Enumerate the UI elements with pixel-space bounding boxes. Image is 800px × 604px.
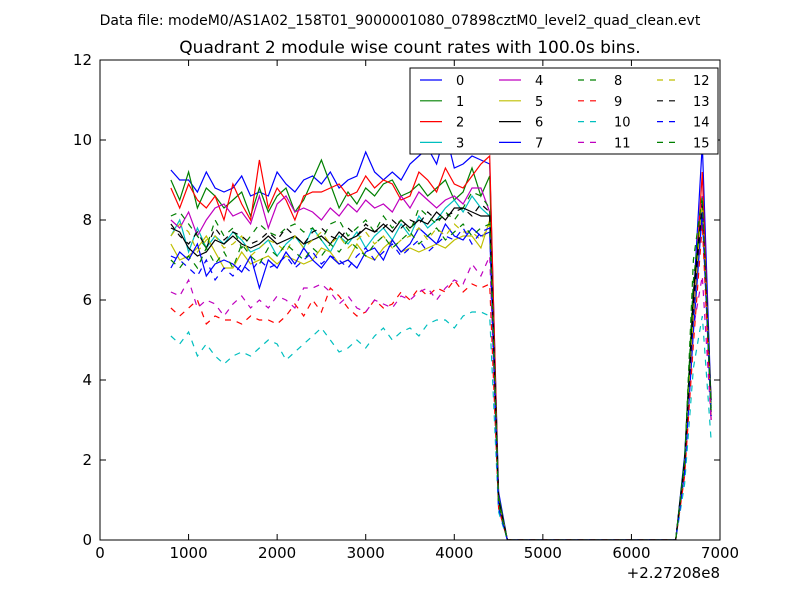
y-tick-label: 10 xyxy=(73,131,92,149)
legend-label: 2 xyxy=(456,116,464,131)
x-axis-offset-label: +2.27208e8 xyxy=(627,564,720,582)
legend-label: 12 xyxy=(693,74,710,89)
x-tick-label: 4000 xyxy=(435,544,473,562)
data-file-suptitle: Data file: modeM0/AS1A02_158T01_90000010… xyxy=(100,13,701,29)
legend-label: 0 xyxy=(456,74,464,89)
series-line-15 xyxy=(170,195,712,540)
series-line-6 xyxy=(170,203,712,540)
plot-area xyxy=(170,129,712,540)
x-tick-label: 7000 xyxy=(701,544,739,562)
series-line-12 xyxy=(170,199,712,540)
y-tick-label: 12 xyxy=(73,51,92,69)
series-line-7 xyxy=(170,211,712,540)
legend-label: 6 xyxy=(535,116,543,131)
legend-label: 7 xyxy=(535,136,543,151)
x-tick-label: 1000 xyxy=(169,544,207,562)
legend-label: 4 xyxy=(535,74,543,89)
x-tick-label: 3000 xyxy=(347,544,385,562)
x-tick-label: 2000 xyxy=(258,544,296,562)
series-line-8 xyxy=(170,191,712,540)
legend-label: 9 xyxy=(614,95,622,110)
legend-label: 14 xyxy=(693,116,710,131)
legend-label: 3 xyxy=(456,136,464,151)
series-line-13 xyxy=(170,203,712,540)
x-tick-label: 0 xyxy=(95,544,105,562)
y-tick-label: 8 xyxy=(82,211,92,229)
series-line-1 xyxy=(170,158,712,540)
legend-box xyxy=(409,67,719,155)
chart-title: Quadrant 2 module wise count rates with … xyxy=(179,38,640,58)
series-line-11 xyxy=(170,255,712,540)
series-line-5 xyxy=(170,207,712,540)
legend-label: 13 xyxy=(693,95,710,110)
y-tick-label: 0 xyxy=(82,531,92,549)
legend-label: 10 xyxy=(614,116,631,131)
series-line-9 xyxy=(170,223,712,540)
series-line-4 xyxy=(170,187,712,540)
legend-label: 1 xyxy=(456,95,464,110)
series-line-0 xyxy=(170,129,712,540)
series-line-2 xyxy=(170,154,712,540)
legend-label: 8 xyxy=(614,74,622,89)
x-tick-label: 5000 xyxy=(524,544,562,562)
y-tick-label: 4 xyxy=(82,371,92,389)
legend-label: 5 xyxy=(535,95,543,110)
x-tick-label: 6000 xyxy=(612,544,650,562)
y-tick-label: 6 xyxy=(82,291,92,309)
y-tick-label: 2 xyxy=(82,451,92,469)
legend-label: 11 xyxy=(614,136,631,151)
series-line-10 xyxy=(170,311,712,540)
legend-label: 15 xyxy=(693,136,710,151)
